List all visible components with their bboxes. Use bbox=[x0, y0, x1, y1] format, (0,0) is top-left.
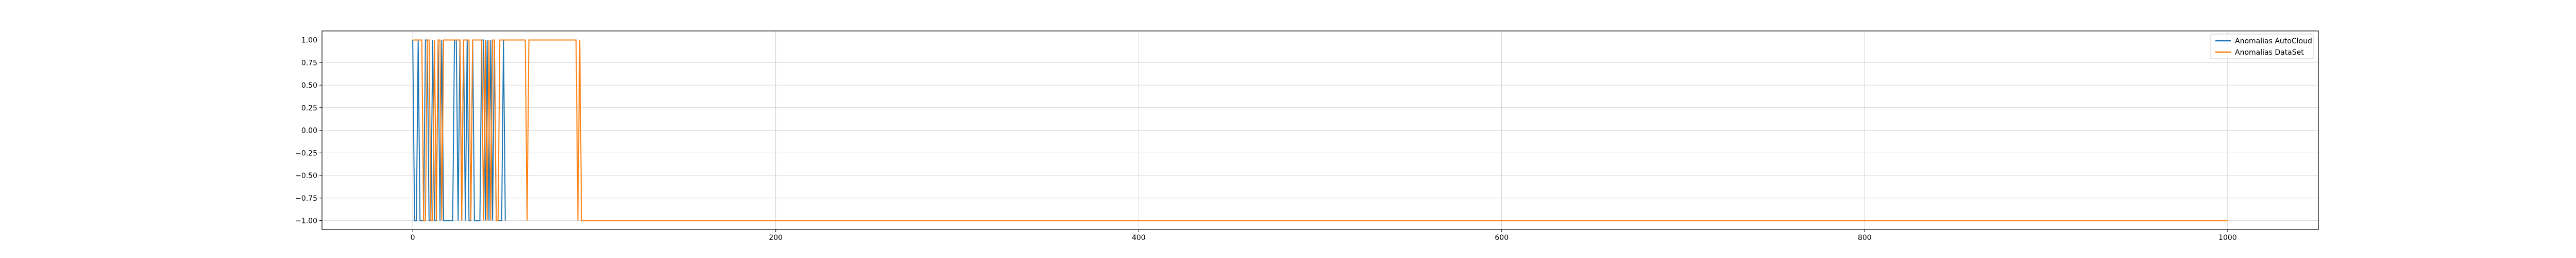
y-tick-label: 0.75 bbox=[301, 59, 317, 67]
y-tick-label: −0.75 bbox=[295, 195, 317, 203]
ticks-layer: 0 200 400 600 800 1000 1.00 0.75 0.50 0.25 0.00 −0.… bbox=[295, 37, 2237, 243]
x-tick-label: 200 bbox=[769, 234, 783, 242]
legend-label-dataset: Anomalias DataSet bbox=[2235, 49, 2304, 57]
plot-area: 0 200 400 600 800 1000 1.00 0.75 0.50 0.25 0.00 −0.… bbox=[295, 30, 2319, 243]
y-tick-label: −0.25 bbox=[295, 149, 317, 157]
x-tick-label: 0 bbox=[411, 234, 415, 242]
x-tick-label: 600 bbox=[1495, 234, 1509, 242]
x-tick-label: 400 bbox=[1132, 234, 1146, 242]
legend: Anomalias AutoCloud Anomalias DataSet bbox=[2210, 34, 2314, 59]
series-layer bbox=[412, 39, 2228, 221]
y-tick-label: −0.50 bbox=[295, 172, 317, 180]
y-tick-label: 1.00 bbox=[301, 37, 317, 45]
y-tick-label: 0.00 bbox=[301, 127, 317, 135]
legend-box bbox=[2210, 34, 2314, 59]
y-tick-label: 0.25 bbox=[301, 104, 317, 112]
legend-label-autocloud: Anomalias AutoCloud bbox=[2235, 37, 2312, 45]
x-tick-label: 1000 bbox=[2218, 234, 2237, 242]
y-tick-label: −1.00 bbox=[295, 217, 317, 225]
y-tick-label: 0.50 bbox=[301, 82, 317, 90]
x-tick-label: 800 bbox=[1858, 234, 1872, 242]
series-line-1 bbox=[413, 39, 2228, 221]
